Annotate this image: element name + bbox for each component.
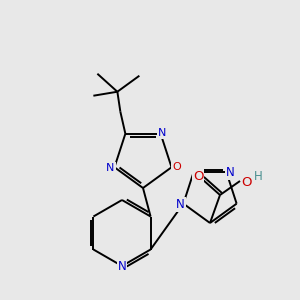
Text: O: O xyxy=(193,170,203,184)
Text: O: O xyxy=(172,162,181,172)
Text: N: N xyxy=(106,163,115,173)
Text: O: O xyxy=(242,176,252,190)
Text: N: N xyxy=(158,128,166,138)
Text: N: N xyxy=(176,198,185,211)
Text: H: H xyxy=(254,169,262,182)
Text: N: N xyxy=(118,260,126,274)
Text: N: N xyxy=(226,166,235,179)
